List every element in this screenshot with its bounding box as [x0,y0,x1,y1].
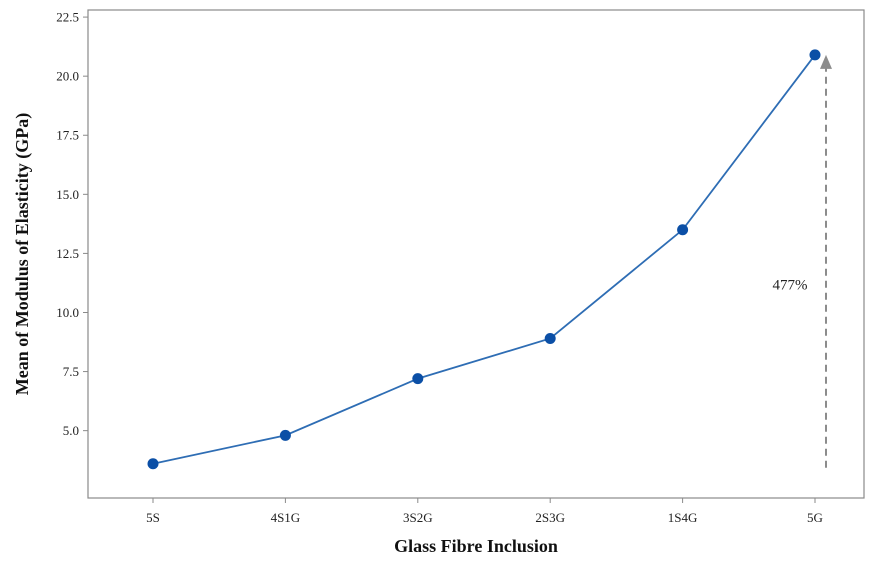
y-axis-title: Mean of Modulus of Elasticity (GPa) [12,113,33,395]
y-tick-label: 22.5 [56,10,79,25]
x-tick-label: 2S3G [535,510,565,525]
x-tick-label: 4S1G [271,510,301,525]
data-point [809,49,821,61]
x-tick-label: 1S4G [668,510,698,525]
growth-annotation: 477% [773,54,832,468]
y-axis: 5.0 7.5 10.0 12.5 15.0 17.5 20.0 22.5 [56,10,88,438]
x-tick-label: 5S [146,510,160,525]
plot-frame [87,9,865,499]
data-point [147,458,159,470]
y-tick-label: 7.5 [63,364,79,379]
annotation-label: 477% [773,277,808,293]
x-tick-label: 3S2G [403,510,433,525]
data-point [279,429,291,441]
y-tick-label: 15.0 [56,187,79,202]
y-tick-label: 20.0 [56,69,79,84]
y-tick-label: 12.5 [56,246,79,261]
y-tick-label: 17.5 [56,128,79,143]
data-point [544,332,556,344]
y-tick-label: 10.0 [56,305,79,320]
data-point [412,373,424,385]
series-line [152,54,816,465]
x-axis-title: Glass Fibre Inclusion [394,536,558,556]
x-axis: 5S 4S1G 3S2G 2S3G 1S4G 5G [146,498,823,525]
annotation-arrow-head [820,54,832,69]
data-point [677,224,689,236]
x-tick-label: 5G [807,510,823,525]
series-group [147,49,821,470]
y-tick-label: 5.0 [63,423,79,438]
